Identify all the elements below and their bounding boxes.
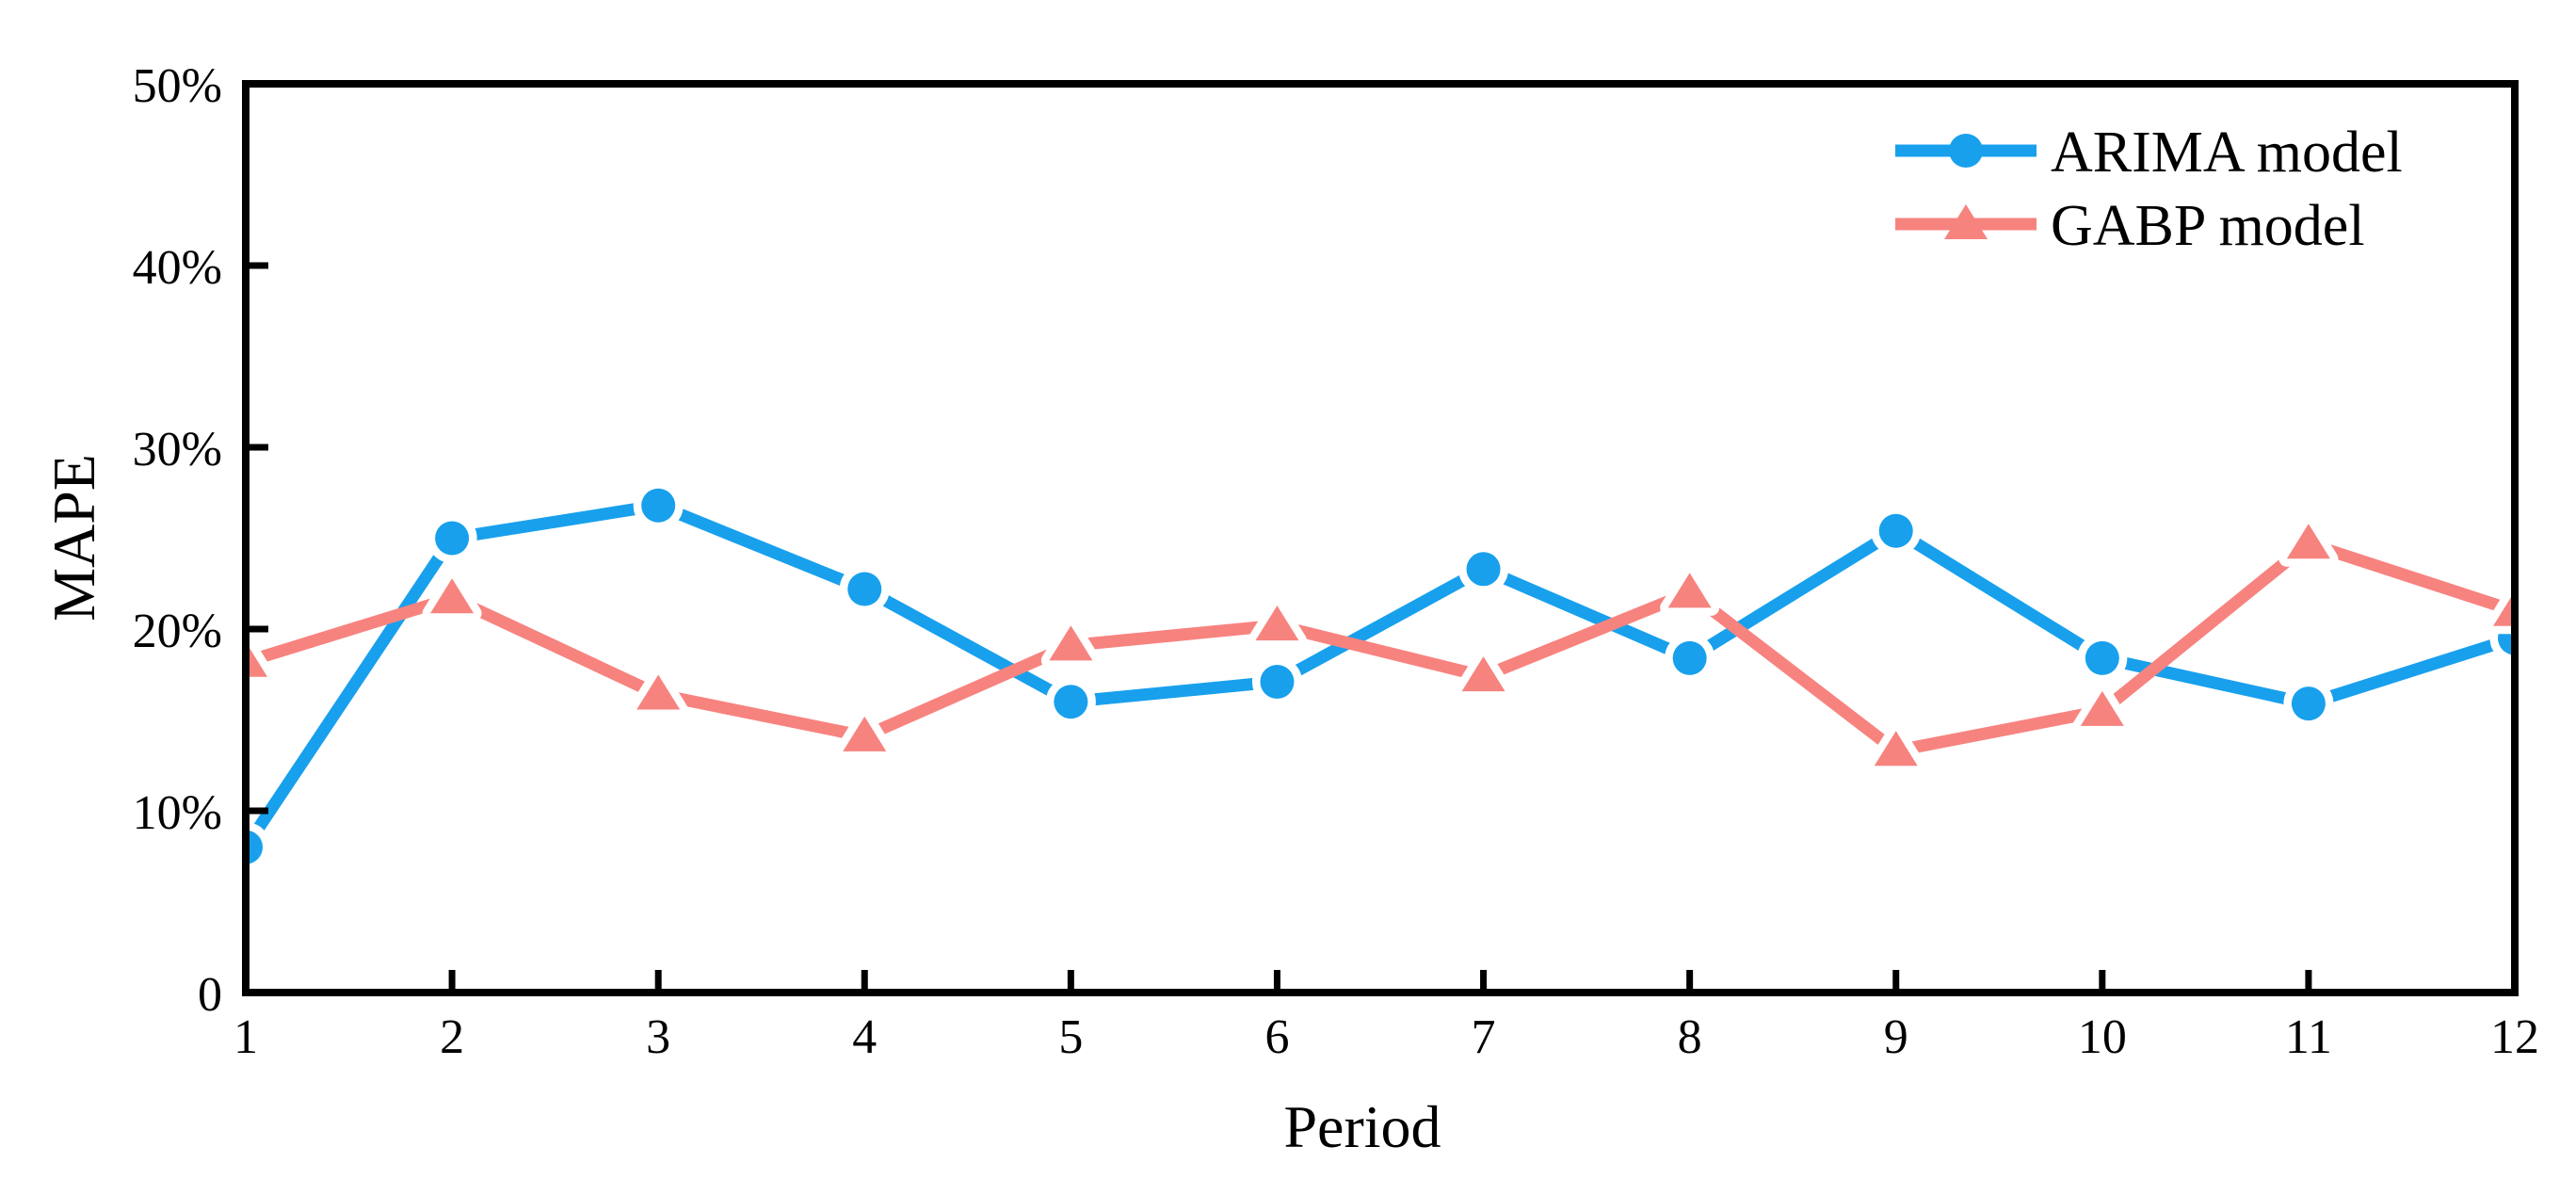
gabp-data-point-triangle [636, 674, 681, 710]
y-tick-label: 50% [133, 59, 222, 113]
x-tick-label: 6 [1264, 1010, 1289, 1064]
arima-data-point-circle [1054, 685, 1088, 719]
gabp-data-point-triangle [1667, 573, 1712, 608]
x-axis-title: Period [1283, 1093, 1441, 1160]
gabp-data-point-triangle [2080, 690, 2124, 726]
y-tick-label: 0 [198, 968, 222, 1022]
arima-data-point-circle [1260, 664, 1295, 699]
arima-data-point-circle [1672, 640, 1707, 675]
gabp-series-line [246, 537, 2515, 758]
legend: ARIMA model GABP model [1895, 121, 2403, 258]
x-tick-label: 10 [2078, 1010, 2127, 1064]
gabp-data-point-triangle [2493, 590, 2515, 626]
arima-data-point-circle [847, 572, 882, 606]
gabp-data-point-triangle [1874, 731, 1918, 767]
y-tick-label: 10% [133, 786, 222, 840]
gabp-data-point-triangle [246, 641, 267, 677]
x-tick-label: 1 [233, 1010, 258, 1064]
gabp-data-point-triangle [430, 578, 475, 614]
legend-label-gabp: GABP model [2051, 194, 2365, 258]
x-tick-label: 4 [852, 1010, 877, 1064]
x-tick-label: 7 [1472, 1010, 1496, 1064]
legend-circle-marker-icon [1949, 134, 1983, 168]
gabp-data-point-triangle [1461, 656, 1505, 692]
gabp-data-point-triangle [1049, 625, 1093, 661]
legend-entry-arima: ARIMA model [1895, 121, 2403, 185]
legend-triangle-marker-icon [1944, 204, 1988, 239]
x-tick-label: 8 [1678, 1010, 1702, 1064]
y-tick-label: 40% [133, 241, 222, 295]
gabp-data-point-triangle [1255, 606, 1299, 641]
plot-border-box [242, 80, 2519, 996]
y-tick-label: 20% [133, 605, 222, 658]
gabp-data-point-triangle [843, 716, 887, 751]
arima-data-point-circle [641, 488, 676, 523]
legend-entry-gabp: GABP model [1895, 194, 2365, 258]
x-tick-label: 2 [440, 1010, 464, 1064]
y-axis-title: MAPE [40, 454, 107, 622]
gabp-data-point-triangle [2286, 524, 2330, 559]
arima-data-point-circle [435, 521, 470, 556]
arima-data-point-circle [246, 830, 263, 864]
arima-data-point-circle [1466, 552, 1501, 587]
plot-series-layer [246, 480, 2515, 873]
x-tick-label: 5 [1058, 1010, 1083, 1064]
arima-data-point-circle [2085, 640, 2119, 675]
y-tick-label: 30% [133, 423, 222, 476]
x-tick-label: 12 [2490, 1010, 2539, 1064]
arima-series-line [246, 499, 2515, 851]
arima-data-point-circle [1878, 513, 1913, 548]
x-tick-label: 9 [1884, 1010, 1908, 1064]
x-tick-label: 11 [2285, 1010, 2332, 1064]
legend-label-arima: ARIMA model [2051, 121, 2403, 185]
x-tick-label: 3 [646, 1010, 670, 1064]
arima-data-point-circle [2291, 686, 2326, 721]
